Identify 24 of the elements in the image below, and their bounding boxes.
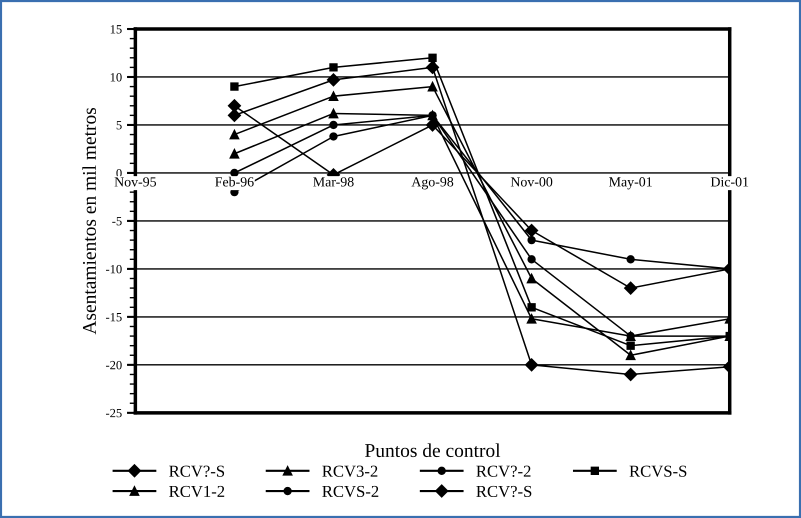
legend-label: RCVS-S	[630, 466, 686, 477]
legend-label: RCV?-2	[476, 466, 530, 477]
y-axis-title: Asentamientos en mil metros	[82, 108, 96, 334]
y-tick-label: -5	[112, 217, 122, 226]
legend-label: RCV?-S	[476, 486, 532, 498]
y-tick-label: 10	[110, 73, 122, 82]
legend-label: RCV1-2	[169, 486, 224, 498]
x-tick-label: Mar-98	[313, 177, 354, 187]
x-tick-label: Nov-00	[510, 177, 552, 187]
y-tick-label: 15	[110, 25, 122, 34]
y-tick-label: -15	[106, 312, 122, 322]
y-tick-label: 5	[116, 121, 122, 130]
x-tick-label: May-01	[609, 177, 652, 190]
x-axis-title: Puntos de control	[365, 443, 500, 458]
x-tick-label: Nov-95	[114, 177, 156, 187]
x-tick-label: Dic-01	[710, 177, 748, 187]
x-tick-label: Feb-96	[215, 176, 254, 187]
legend-label: RCVS-2	[322, 486, 378, 498]
y-tick-label: -10	[106, 264, 122, 274]
y-tick-label: -20	[106, 360, 122, 370]
y-tick-label: -25	[106, 408, 122, 418]
x-tick-label: Ago-98	[411, 177, 454, 190]
legend-label: RCV3-2	[322, 466, 378, 477]
legend-label: RCV?-S	[169, 466, 224, 477]
